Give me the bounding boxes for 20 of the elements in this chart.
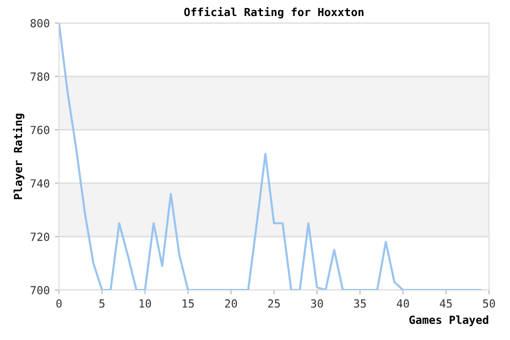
x-tick-label: 35	[354, 299, 366, 308]
x-tick-label: 5	[99, 299, 104, 308]
x-tick-label: 50	[483, 299, 495, 308]
y-tick-label: 780	[30, 72, 50, 81]
x-tick-label: 30	[311, 299, 323, 308]
x-tick-label: 15	[182, 299, 194, 308]
x-axis-title: Games Played	[409, 315, 488, 326]
y-tick-label: 740	[30, 179, 50, 188]
x-tick-label: 20	[225, 299, 237, 308]
x-tick-label: 25	[268, 299, 280, 308]
x-tick-label: 0	[56, 299, 62, 308]
y-tick-label: 700	[30, 286, 50, 294]
x-tick-label: 45	[440, 299, 452, 308]
y-tick-label: 720	[30, 232, 50, 242]
y-tick-label: 800	[30, 19, 50, 28]
chart-title: Official Rating for Hoxxton	[184, 7, 364, 18]
x-tick-label: 10	[140, 299, 151, 308]
y-tick-label: 760	[30, 126, 50, 134]
y-axis-title: Player Rating	[13, 114, 24, 200]
x-tick-label: 40	[396, 299, 409, 308]
